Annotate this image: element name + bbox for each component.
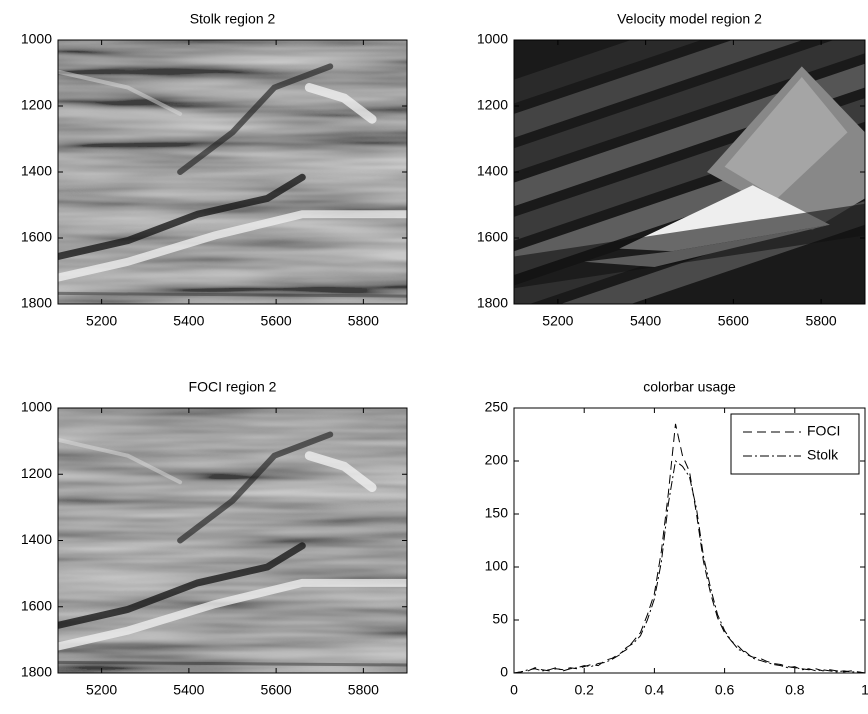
x-tick-label: 5800	[348, 682, 379, 698]
x-tick-label: 5400	[630, 313, 661, 329]
image-streak	[58, 578, 407, 651]
image-streak	[58, 660, 407, 667]
image-streak	[304, 83, 377, 124]
y-tick-label: 1600	[477, 229, 508, 245]
y-tick-label: 150	[485, 505, 509, 521]
axes-frame	[513, 407, 866, 674]
image-streak	[58, 542, 306, 629]
y-tick-label: 1000	[477, 31, 508, 47]
y-tick-label: 1800	[21, 295, 52, 311]
y-tick-label: 1800	[21, 664, 52, 680]
image-streak	[177, 63, 334, 175]
chart-title: colorbar usage	[643, 379, 736, 395]
image-streak	[177, 431, 334, 544]
y-tick-label: 1400	[21, 163, 52, 179]
y-tick-label: 1400	[477, 163, 508, 179]
y-tick-label: 1200	[21, 465, 52, 481]
image-streak	[58, 210, 407, 282]
x-tick-label: 5800	[806, 313, 837, 329]
image	[58, 40, 407, 304]
x-tick-label: 5600	[718, 313, 749, 329]
image	[58, 408, 407, 673]
y-tick-label: 50	[492, 611, 508, 627]
y-tick-label: 1400	[21, 531, 52, 547]
x-tick-label: 5800	[348, 313, 379, 329]
y-tick-label: 1800	[477, 295, 508, 311]
image-layer	[514, 40, 865, 172]
legend-label: FOCI	[807, 423, 840, 439]
x-tick-label: 5400	[173, 313, 204, 329]
x-tick-label: 5600	[261, 682, 292, 698]
chart-title: FOCI region 2	[189, 379, 277, 395]
x-tick-label: 0.4	[645, 682, 665, 698]
legend-box	[730, 413, 860, 475]
y-tick-label: 0	[500, 664, 508, 680]
chart-title: Velocity model region 2	[617, 11, 762, 27]
x-tick-label: 5600	[261, 313, 292, 329]
y-tick-label: 1200	[477, 97, 508, 113]
y-tick-label: 100	[485, 558, 509, 574]
line-series	[513, 460, 866, 674]
image-streak	[58, 173, 306, 260]
image-layer	[514, 40, 702, 104]
x-tick-label: 5200	[86, 682, 117, 698]
image	[514, 40, 865, 304]
x-tick-label: 0.8	[785, 682, 805, 698]
legend-label: Stolk	[807, 447, 839, 463]
y-tick-label: 1600	[21, 597, 52, 613]
x-tick-label: 5200	[86, 313, 117, 329]
image-streak	[58, 291, 407, 298]
x-tick-label: 1	[861, 682, 868, 698]
x-tick-label: 0.2	[574, 682, 594, 698]
x-tick-label: 0	[510, 682, 518, 698]
x-tick-label: 5400	[173, 682, 204, 698]
chart-title: Stolk region 2	[190, 11, 276, 27]
image-streak	[304, 451, 377, 492]
image-layer	[514, 40, 803, 138]
y-tick-label: 250	[485, 399, 509, 415]
y-tick-label: 1600	[21, 229, 52, 245]
image-streak	[58, 437, 183, 485]
x-tick-label: 5200	[542, 313, 573, 329]
line-series	[513, 423, 866, 674]
x-tick-label: 0.6	[715, 682, 735, 698]
image-streak	[58, 69, 183, 116]
image-layer	[514, 203, 865, 289]
image-layer	[724, 77, 848, 199]
y-tick-label: 1200	[21, 97, 52, 113]
y-tick-label: 1000	[21, 399, 52, 415]
y-tick-label: 1000	[21, 31, 52, 47]
y-tick-label: 200	[485, 452, 509, 468]
